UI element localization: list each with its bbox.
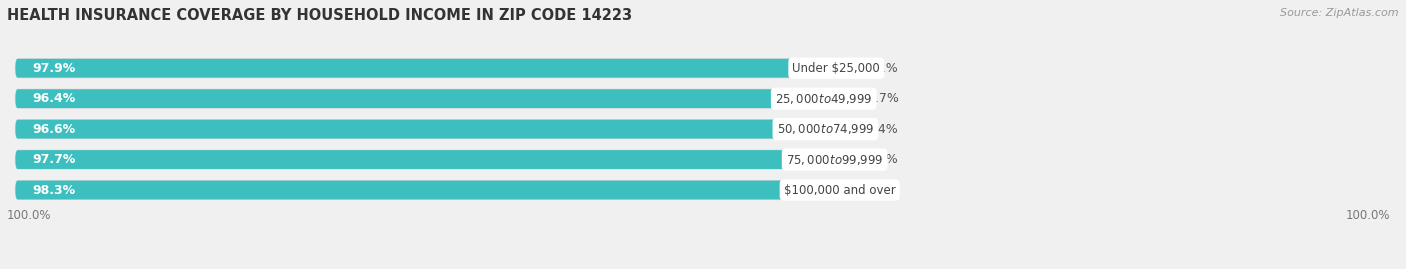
Text: 2.3%: 2.3% xyxy=(866,153,898,166)
Text: HEALTH INSURANCE COVERAGE BY HOUSEHOLD INCOME IN ZIP CODE 14223: HEALTH INSURANCE COVERAGE BY HOUSEHOLD I… xyxy=(7,8,633,23)
FancyBboxPatch shape xyxy=(15,180,853,200)
Text: 3.4%: 3.4% xyxy=(866,123,898,136)
FancyBboxPatch shape xyxy=(15,180,839,200)
FancyBboxPatch shape xyxy=(15,120,853,139)
FancyBboxPatch shape xyxy=(15,150,835,169)
FancyBboxPatch shape xyxy=(15,120,825,139)
FancyBboxPatch shape xyxy=(15,59,853,78)
Text: Source: ZipAtlas.com: Source: ZipAtlas.com xyxy=(1281,8,1399,18)
Text: 96.6%: 96.6% xyxy=(32,123,76,136)
FancyBboxPatch shape xyxy=(832,150,853,169)
FancyBboxPatch shape xyxy=(15,150,853,169)
Text: 100.0%: 100.0% xyxy=(7,209,52,222)
FancyBboxPatch shape xyxy=(837,180,853,200)
Text: $100,000 and over: $100,000 and over xyxy=(783,183,896,197)
Text: $25,000 to $49,999: $25,000 to $49,999 xyxy=(775,92,873,106)
Text: 96.4%: 96.4% xyxy=(32,92,76,105)
Text: 100.0%: 100.0% xyxy=(1346,209,1391,222)
FancyBboxPatch shape xyxy=(834,59,853,78)
FancyBboxPatch shape xyxy=(821,89,855,108)
Text: 98.3%: 98.3% xyxy=(32,183,76,197)
FancyBboxPatch shape xyxy=(823,120,853,139)
FancyBboxPatch shape xyxy=(15,59,837,78)
Text: 1.7%: 1.7% xyxy=(866,183,898,197)
Text: $50,000 to $74,999: $50,000 to $74,999 xyxy=(776,122,875,136)
FancyBboxPatch shape xyxy=(15,89,824,108)
Text: 97.7%: 97.7% xyxy=(32,153,76,166)
Text: 97.9%: 97.9% xyxy=(32,62,76,75)
FancyBboxPatch shape xyxy=(15,89,853,108)
Text: 3.7%: 3.7% xyxy=(868,92,900,105)
Text: $75,000 to $99,999: $75,000 to $99,999 xyxy=(786,153,883,167)
Text: Under $25,000: Under $25,000 xyxy=(793,62,880,75)
Text: 2.1%: 2.1% xyxy=(866,62,898,75)
